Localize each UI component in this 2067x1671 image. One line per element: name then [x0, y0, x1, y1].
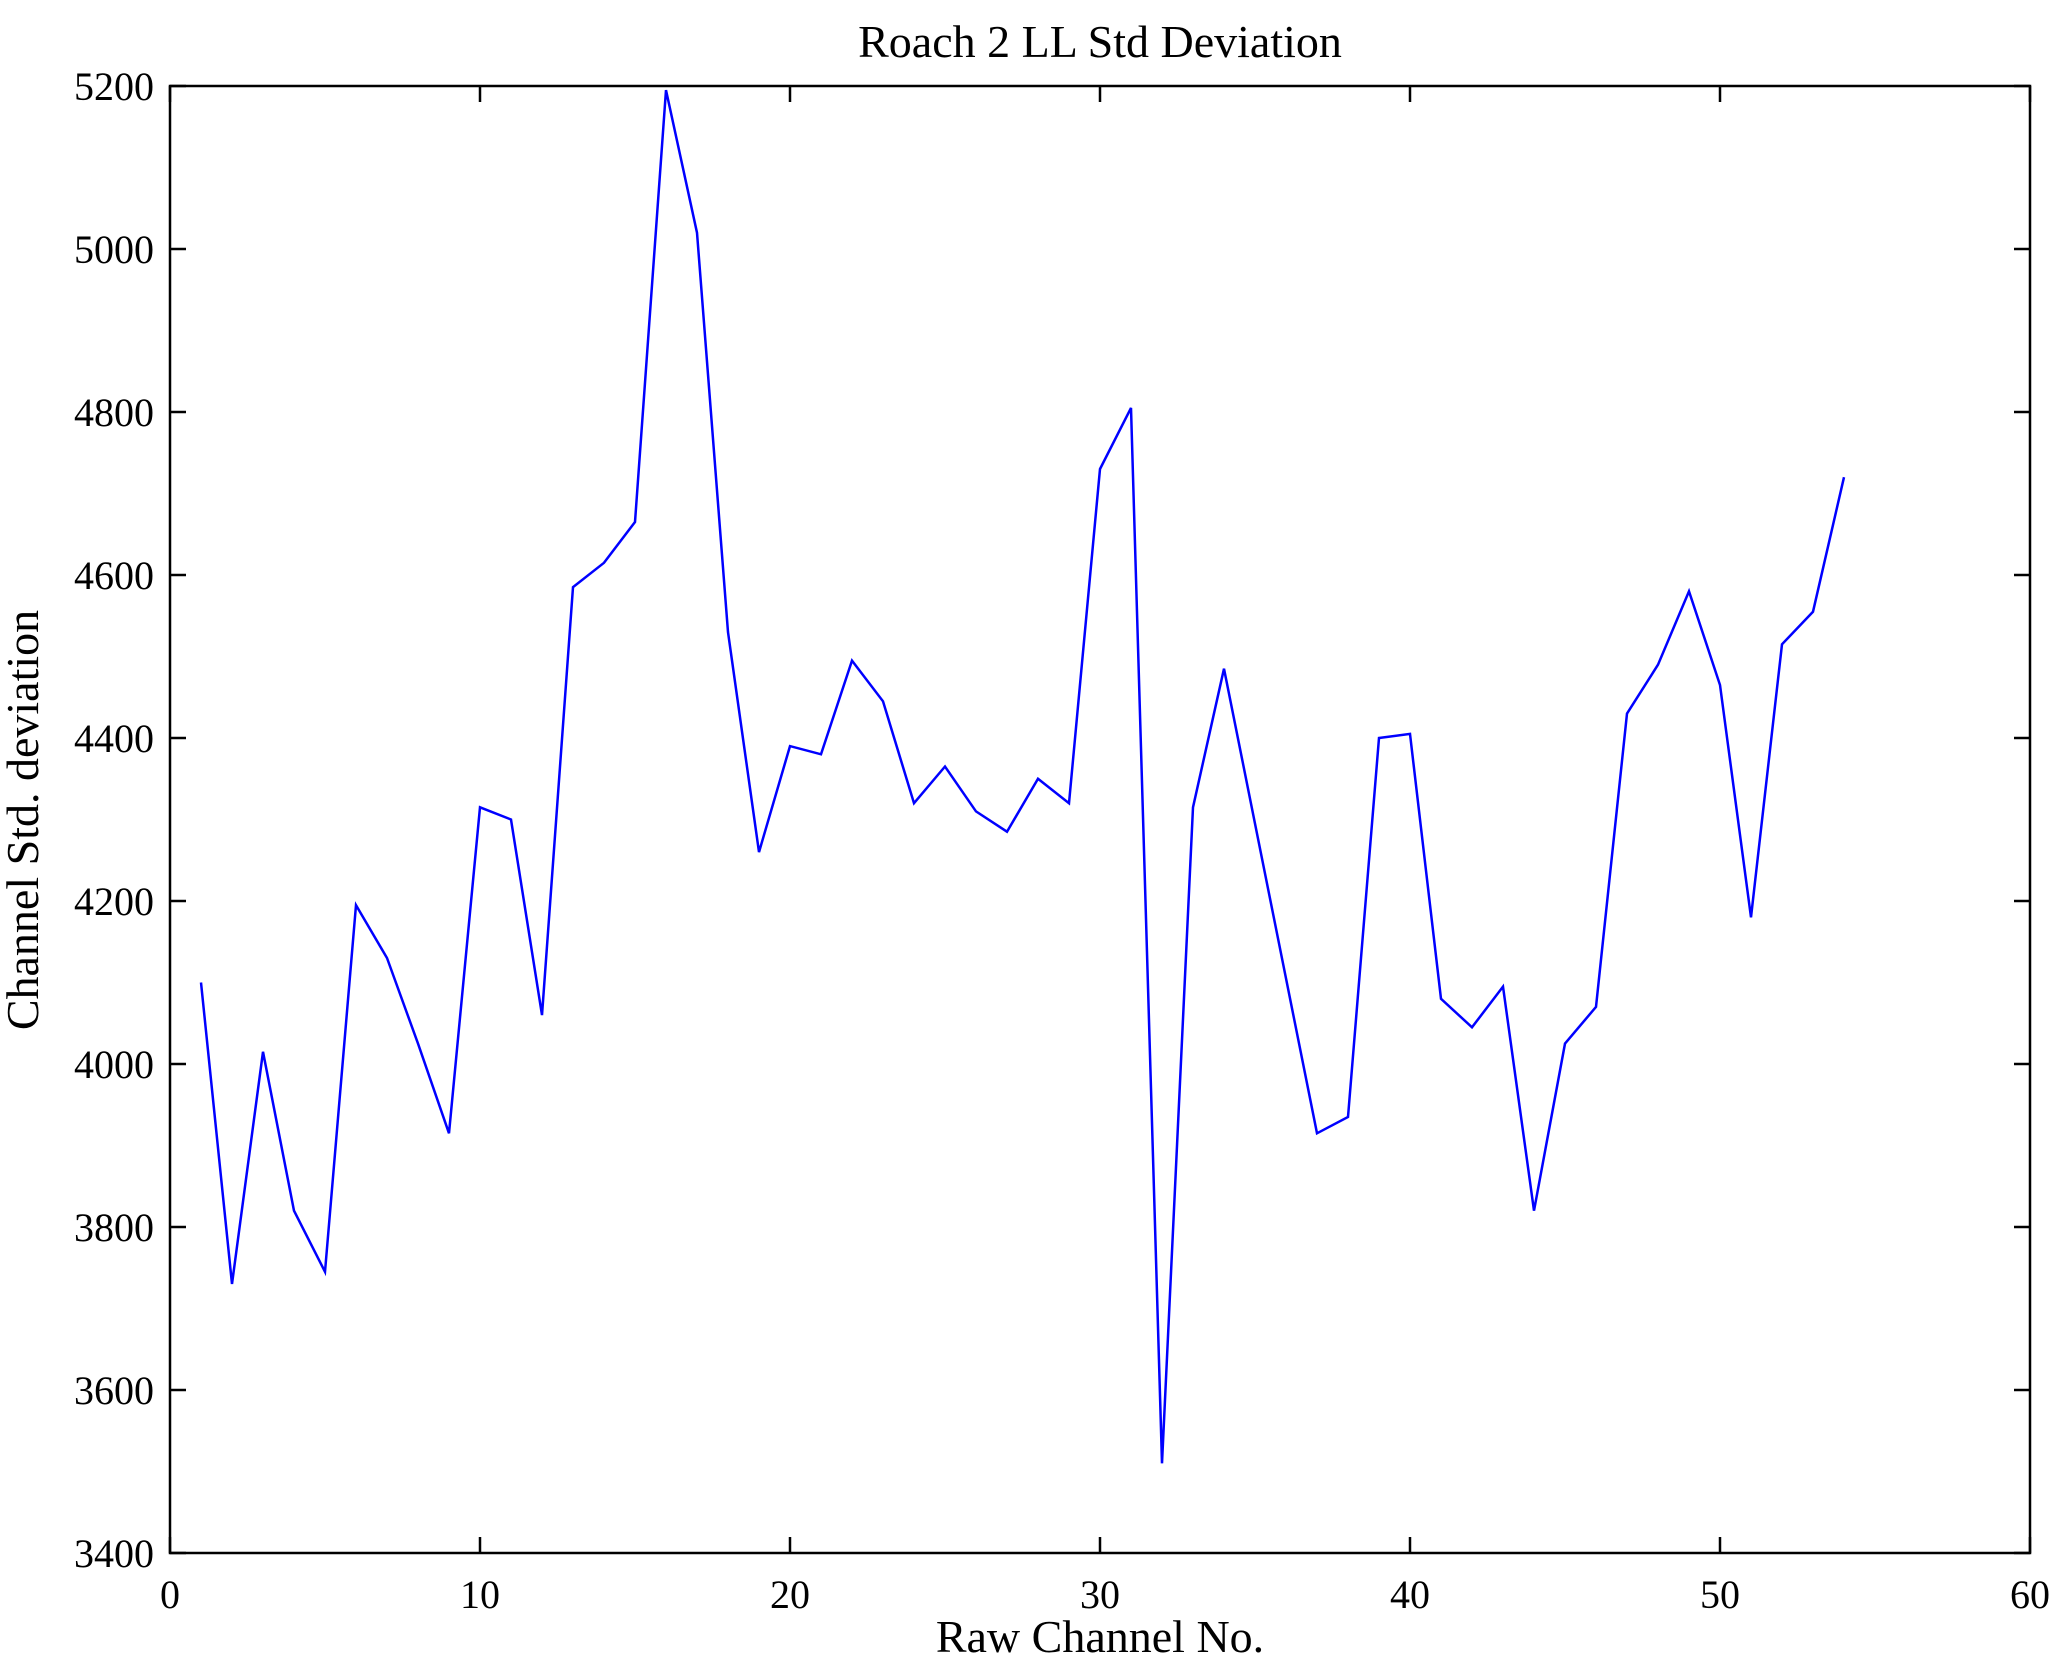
data-series-line — [199, 89, 1846, 1464]
y-axis-label: Channel Std. deviation — [0, 610, 48, 1030]
y-tick-label: 4400 — [74, 716, 154, 761]
y-tick-label: 5000 — [74, 227, 154, 272]
y-tick-label: 4800 — [74, 390, 154, 435]
x-axis-tick-labels: 0 10 20 30 40 50 60 — [160, 1572, 2050, 1617]
y-tick-label: 5200 — [74, 64, 154, 109]
x-tick-label: 40 — [1390, 1572, 1430, 1617]
y-tick-label: 4600 — [74, 553, 154, 598]
x-axis-ticks — [168, 86, 2032, 1553]
y-axis-tick-labels: 3400 3600 3800 4000 4200 4400 4600 4800 5000 5200 — [74, 64, 154, 1576]
x-tick-label: 10 — [460, 1572, 500, 1617]
x-tick-label: 30 — [1080, 1572, 1120, 1617]
y-tick-label: 4200 — [74, 879, 154, 924]
x-tick-label: 50 — [1700, 1572, 1740, 1617]
x-tick-label: 0 — [160, 1572, 180, 1617]
x-axis-label: Raw Channel No. — [936, 1611, 1264, 1662]
chart-title: Roach 2 LL Std Deviation — [858, 16, 1342, 67]
y-axis-ticks — [170, 84, 2030, 1555]
axes-box — [168, 84, 2032, 1555]
y-tick-label: 3400 — [74, 1531, 154, 1576]
x-tick-label: 20 — [770, 1572, 810, 1617]
x-tick-label: 60 — [2010, 1572, 2050, 1617]
y-tick-label: 3600 — [74, 1368, 154, 1413]
y-tick-label: 3800 — [74, 1205, 154, 1250]
y-tick-label: 4000 — [74, 1042, 154, 1087]
